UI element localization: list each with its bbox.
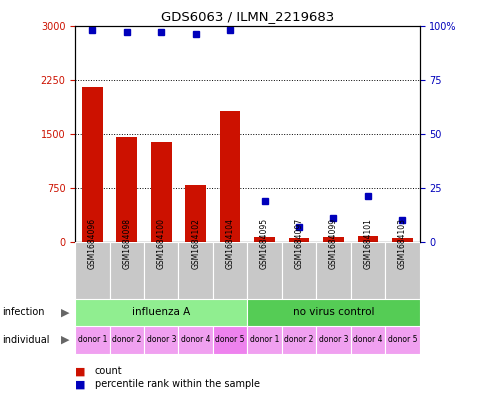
Text: donor 1: donor 1 <box>249 336 279 344</box>
Text: GSM1684104: GSM1684104 <box>225 218 234 269</box>
Bar <box>219 110 240 242</box>
Text: GSM1684098: GSM1684098 <box>122 218 131 269</box>
Bar <box>178 326 212 354</box>
Text: GSM1684100: GSM1684100 <box>156 218 166 269</box>
Text: donor 3: donor 3 <box>318 336 348 344</box>
Bar <box>109 242 144 299</box>
Text: GSM1684099: GSM1684099 <box>328 218 337 269</box>
Text: ■: ■ <box>75 379 86 389</box>
Text: donor 4: donor 4 <box>352 336 382 344</box>
Bar <box>357 236 378 242</box>
Text: ■: ■ <box>75 366 86 376</box>
Text: no virus control: no virus control <box>292 307 374 318</box>
Text: donor 1: donor 1 <box>77 336 107 344</box>
Bar <box>75 326 109 354</box>
Bar <box>212 326 247 354</box>
Bar <box>116 137 137 242</box>
Bar <box>384 326 419 354</box>
Text: donor 2: donor 2 <box>112 336 141 344</box>
Bar <box>281 242 316 299</box>
Text: percentile rank within the sample: percentile rank within the sample <box>94 379 259 389</box>
Text: individual: individual <box>2 335 50 345</box>
Title: GDS6063 / ILMN_2219683: GDS6063 / ILMN_2219683 <box>160 10 333 23</box>
Bar <box>247 242 281 299</box>
Text: donor 4: donor 4 <box>181 336 210 344</box>
Text: donor 5: donor 5 <box>387 336 416 344</box>
Bar <box>322 237 343 242</box>
Bar <box>109 326 144 354</box>
Bar <box>75 242 109 299</box>
Text: ▶: ▶ <box>61 335 70 345</box>
Text: donor 3: donor 3 <box>146 336 176 344</box>
Text: ▶: ▶ <box>61 307 70 318</box>
Text: GSM1684097: GSM1684097 <box>294 218 303 269</box>
Text: influenza A: influenza A <box>132 307 190 318</box>
Bar <box>391 238 412 242</box>
Bar <box>178 242 212 299</box>
Text: count: count <box>94 366 122 376</box>
Text: donor 2: donor 2 <box>284 336 313 344</box>
Text: GSM1684096: GSM1684096 <box>88 218 97 269</box>
Bar <box>144 326 178 354</box>
Bar <box>82 87 103 242</box>
Bar <box>281 326 316 354</box>
Bar <box>350 326 384 354</box>
Text: GSM1684101: GSM1684101 <box>363 218 372 269</box>
Bar <box>75 299 247 326</box>
Text: infection: infection <box>2 307 45 318</box>
Bar <box>247 326 281 354</box>
Bar <box>288 239 309 242</box>
Bar <box>316 242 350 299</box>
Text: GSM1684103: GSM1684103 <box>397 218 406 269</box>
Bar <box>247 299 419 326</box>
Bar <box>316 326 350 354</box>
Bar <box>384 242 419 299</box>
Bar <box>144 242 178 299</box>
Bar <box>350 242 384 299</box>
Bar <box>185 185 206 242</box>
Bar <box>151 142 171 242</box>
Text: GSM1684102: GSM1684102 <box>191 218 200 269</box>
Text: GSM1684095: GSM1684095 <box>259 218 269 269</box>
Bar <box>212 242 247 299</box>
Bar <box>254 237 274 242</box>
Text: donor 5: donor 5 <box>215 336 244 344</box>
